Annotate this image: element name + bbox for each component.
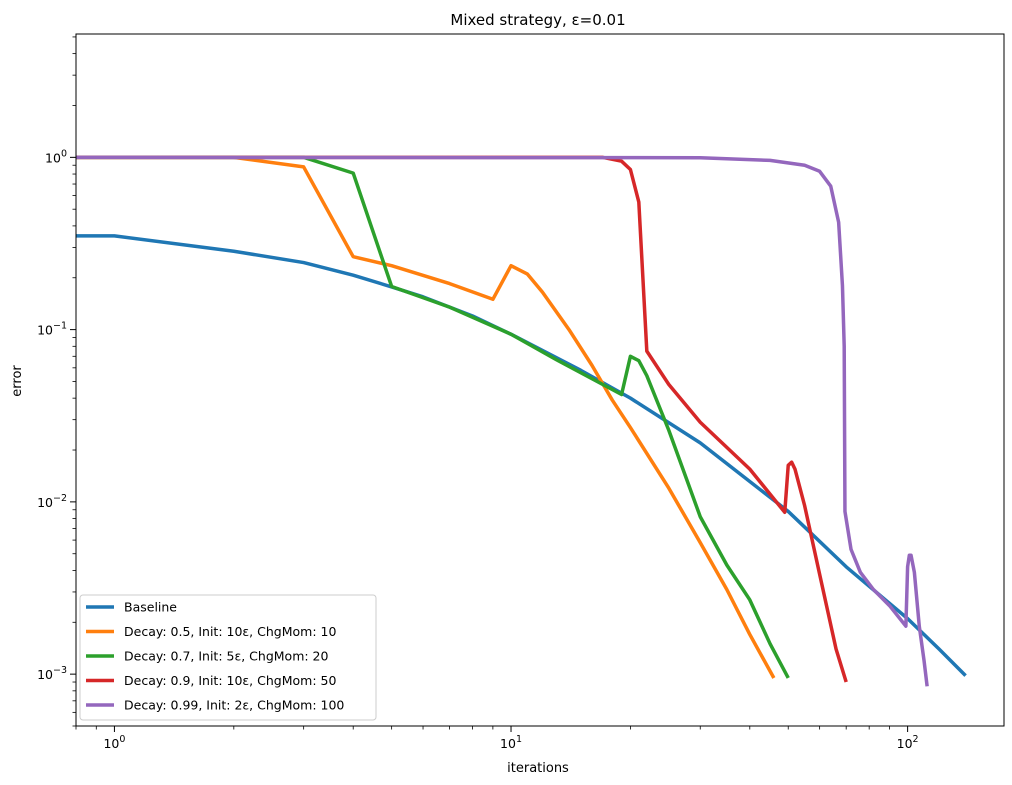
x-tick-label: 100 — [103, 734, 125, 751]
legend-label-4: Decay: 0.9, Init: 10ε, ChgMom: 50 — [124, 673, 336, 688]
y-tick-label: 10−2 — [37, 493, 67, 510]
series-line-3 — [76, 155, 790, 679]
x-axis-label: iterations — [507, 761, 569, 776]
legend-frame — [79, 594, 377, 721]
series-line-4 — [76, 155, 848, 683]
plot-frame — [75, 33, 1005, 727]
y-axis-label: error — [10, 365, 25, 397]
chart-title: Mixed strategy, ε=0.01 — [450, 11, 625, 29]
legend-label-1: Baseline — [124, 600, 177, 615]
legend-label-3: Decay: 0.7, Init: 5ε, ChgMom: 20 — [124, 649, 329, 664]
axis-layer: 100 101 102 10−3 10−2 10−1 100 — [37, 36, 919, 751]
series-layer — [76, 155, 967, 687]
legend-label-2: Decay: 0.5, Init: 10ε, ChgMom: 10 — [124, 624, 336, 639]
y-tick-label: 100 — [45, 148, 67, 165]
x-tick-label: 101 — [500, 734, 522, 751]
y-tick-label: 10−1 — [37, 321, 67, 338]
series-line-5 — [76, 155, 929, 687]
series-line-2 — [76, 155, 776, 679]
legend-label-5: Decay: 0.99, Init: 2ε, ChgMom: 100 — [124, 698, 344, 713]
legend: Baseline Decay: 0.5, Init: 10ε, ChgMom: 1… — [79, 594, 377, 721]
x-tick-label: 102 — [897, 734, 919, 751]
y-tick-label: 10−3 — [37, 665, 67, 682]
